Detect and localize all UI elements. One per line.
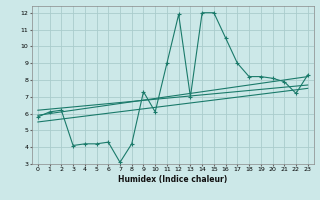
X-axis label: Humidex (Indice chaleur): Humidex (Indice chaleur): [118, 175, 228, 184]
